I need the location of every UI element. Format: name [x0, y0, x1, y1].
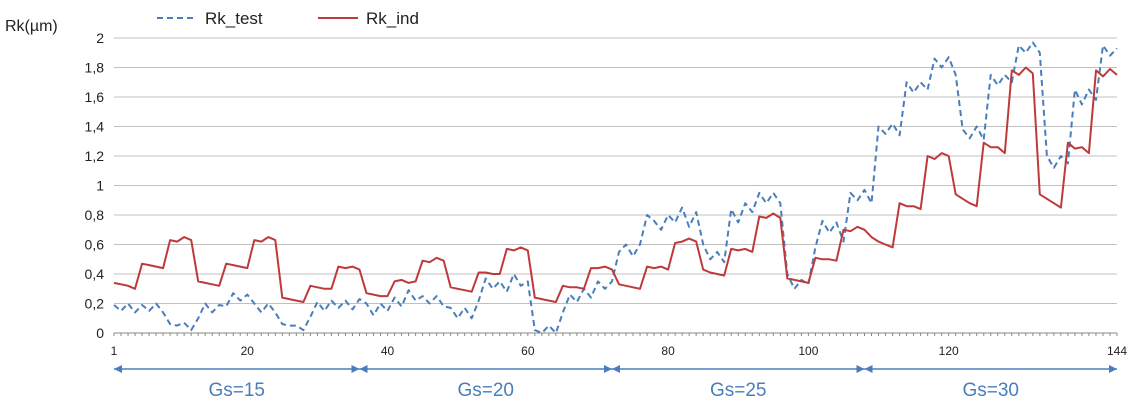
- x-tick-label: 120: [939, 344, 959, 358]
- series-line-rk-test: [113, 41, 1118, 334]
- arrow-left-icon: [114, 365, 122, 373]
- y-tick-label: 1: [96, 178, 104, 194]
- y-tick-label: 0: [96, 325, 104, 341]
- group-label: Gs=30: [962, 380, 1019, 401]
- arrow-right-icon: [603, 365, 612, 373]
- y-tick-label: 2: [96, 30, 104, 46]
- series-group: [113, 41, 1118, 334]
- axes: 00,20,40,60,811,21,41,61,821 20 40 60 80 100 1…: [85, 30, 1128, 358]
- x-tick-label: 40: [381, 344, 395, 358]
- legend-label: Rk_ind: [366, 9, 419, 28]
- y-tick-label: 1,2: [85, 148, 105, 164]
- y-tick-label: 1,4: [85, 119, 105, 135]
- x-tick-label: 1: [111, 344, 118, 358]
- x-tick-label: 20: [241, 344, 255, 358]
- y-tick-label: 0,8: [85, 207, 105, 223]
- group-label: Gs=25: [710, 380, 767, 401]
- x-tick-label: 60: [521, 344, 535, 358]
- x-tick-label: 144: [1107, 344, 1127, 358]
- series-line-rk-ind: [113, 66, 1118, 303]
- arrow-right-icon: [1109, 365, 1117, 373]
- arrow-left-icon: [359, 365, 368, 373]
- legend-label: Rk_test: [205, 9, 263, 28]
- group-label: Gs=20: [457, 380, 514, 401]
- legend: Rk_test Rk_ind: [157, 9, 419, 28]
- arrow-right-icon: [351, 365, 360, 373]
- y-tick-label: 1,8: [85, 60, 105, 76]
- gridlines: [114, 37, 1117, 304]
- arrow-left-icon: [611, 365, 620, 373]
- group-label: Gs=15: [208, 380, 265, 401]
- y-tick-label: 1,6: [85, 89, 105, 105]
- arrow-right-icon: [856, 365, 865, 373]
- y-tick-label: 0,2: [85, 296, 105, 312]
- x-tick-label: 100: [798, 344, 818, 358]
- y-axis-label: Rk(µm): [5, 18, 58, 35]
- arrow-left-icon: [864, 365, 873, 373]
- y-tick-label: 0,6: [85, 237, 105, 253]
- y-tick-label: 0,4: [85, 266, 105, 282]
- group-ranges: Gs=15 Gs=20 Gs=25 Gs=30: [114, 365, 1117, 401]
- x-tick-label: 80: [661, 344, 675, 358]
